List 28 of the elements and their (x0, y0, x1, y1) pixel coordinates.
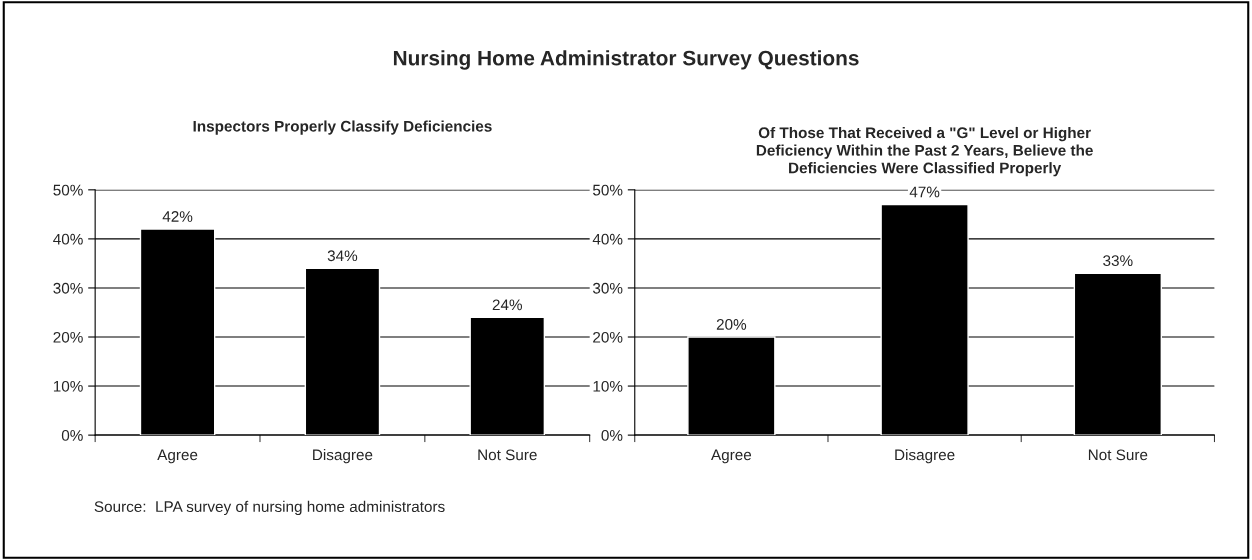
y-tick-label: 40% (53, 233, 83, 245)
data-label: 20% (716, 319, 747, 330)
data-label: 42% (162, 211, 193, 222)
y-tick-label: 20% (593, 331, 623, 343)
source-note: Source: LPA survey of nursing home administrators (94, 500, 445, 516)
y-tick-label: 0% (61, 429, 83, 441)
y-tick-label: 10% (593, 380, 623, 392)
x-tick-label: Not Sure (478, 449, 537, 461)
data-label: 24% (492, 299, 523, 311)
data-label: 33% (1103, 255, 1133, 267)
chart-title: Of Those That Received a "G" Level or Higher Deficiency Within the Past 2 Years, Believe the Deficiencies Were Classified Properly (756, 126, 1093, 177)
x-tick-label: Disagree (895, 449, 955, 464)
text: Nursing Home Administrator Survey Questions (393, 50, 859, 70)
chart-title: Inspectors Properly Classify Deficiencies (193, 120, 492, 135)
y-tick-label: 50% (592, 184, 623, 196)
data-label: 34% (327, 250, 358, 262)
y-tick-label: 30% (53, 282, 83, 294)
y-tick-label: 40% (592, 233, 623, 245)
data-label: 47% (909, 186, 940, 198)
y-tick-label: 30% (592, 282, 623, 294)
y-tick-label: 0% (601, 429, 623, 441)
x-tick-label: Agree (711, 449, 752, 464)
y-tick-label: 10% (53, 380, 83, 392)
y-tick-label: 20% (53, 331, 83, 343)
x-tick-label: Not Sure (1088, 449, 1148, 461)
x-tick-label: Disagree (313, 449, 373, 464)
y-tick-label: 50% (53, 184, 83, 196)
x-tick-label: Agree (157, 449, 198, 464)
